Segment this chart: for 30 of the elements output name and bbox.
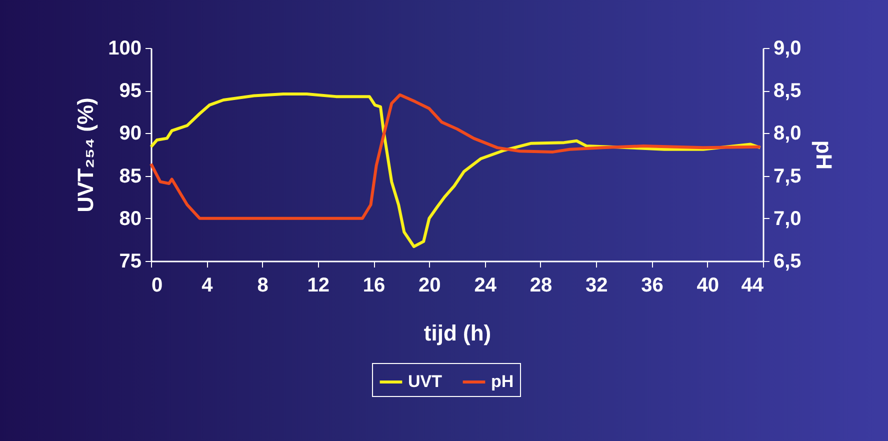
x-tick-label: 32 [585, 274, 608, 296]
line-series [150, 93, 762, 220]
x-tick-label: 4 [202, 274, 214, 296]
y-tick-label: 80 [119, 208, 142, 230]
y-tick-label: 85 [119, 165, 142, 188]
y2-tick-label: 7,5 [774, 165, 802, 188]
x-axis-title: tijd (h) [424, 320, 492, 346]
x-tick-label: 40 [696, 274, 719, 296]
y-tick-label: 75 [119, 250, 142, 272]
y-tick-label: 95 [119, 80, 142, 102]
x-tick-label: 36 [641, 274, 664, 296]
legend-label: pH [491, 372, 514, 391]
legend-label: UVT [408, 372, 443, 391]
y2-tick-label: 8,5 [774, 80, 802, 102]
x-tick-label: 20 [418, 274, 441, 296]
y-tick-label: 100 [108, 38, 142, 60]
x-tick-label: 16 [362, 274, 386, 296]
x-tick-label: 12 [307, 274, 330, 296]
x-tick-label: 0 [152, 274, 163, 296]
y2-tick-label: 6,5 [774, 250, 802, 272]
y2-axis-title: pH [811, 140, 836, 170]
x-tick-label: 24 [474, 274, 498, 296]
x-tick-label: 28 [530, 274, 552, 296]
y2-tick-label: 7,0 [774, 208, 802, 230]
y-tick-label: 90 [119, 122, 142, 145]
x-tick-label: 44 [741, 274, 764, 296]
x-tick-label: 8 [257, 274, 268, 296]
y2-tick-label: 9,0 [774, 38, 802, 60]
y-axis-title: UVT₂₅₄ (%) [73, 98, 98, 212]
y2-tick-label: 8,0 [774, 122, 802, 145]
